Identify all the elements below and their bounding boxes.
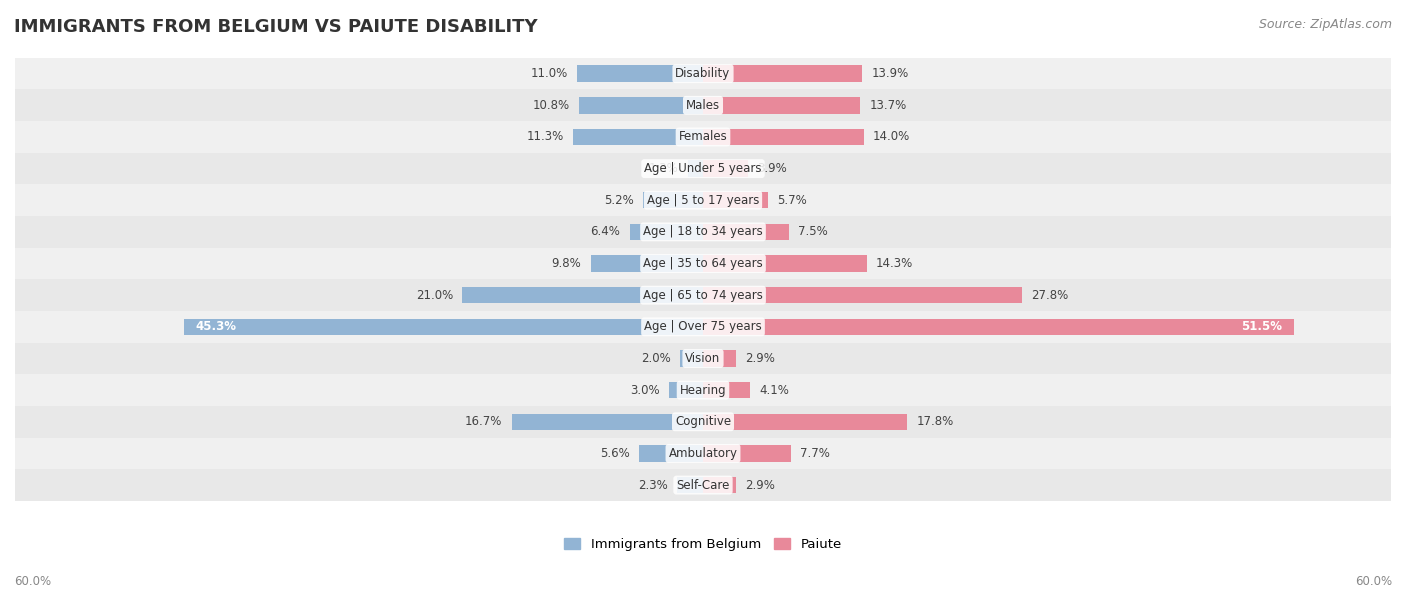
Bar bbox=[703, 350, 737, 367]
Bar bbox=[15, 375, 1391, 406]
Text: Age | 35 to 64 years: Age | 35 to 64 years bbox=[643, 257, 763, 270]
Bar bbox=[703, 129, 863, 145]
Text: Age | Over 75 years: Age | Over 75 years bbox=[644, 320, 762, 334]
Text: 10.8%: 10.8% bbox=[533, 99, 569, 112]
Legend: Immigrants from Belgium, Paiute: Immigrants from Belgium, Paiute bbox=[560, 532, 846, 556]
Bar bbox=[703, 97, 860, 114]
Text: 21.0%: 21.0% bbox=[416, 289, 453, 302]
Bar bbox=[676, 477, 703, 493]
Text: Vision: Vision bbox=[685, 352, 721, 365]
Text: 16.7%: 16.7% bbox=[465, 416, 502, 428]
Bar bbox=[703, 445, 792, 461]
Bar bbox=[15, 248, 1391, 279]
Text: 2.9%: 2.9% bbox=[745, 479, 775, 491]
Bar bbox=[669, 382, 703, 398]
Bar bbox=[703, 65, 862, 82]
Text: 5.6%: 5.6% bbox=[600, 447, 630, 460]
Text: 45.3%: 45.3% bbox=[195, 320, 236, 334]
Text: 7.7%: 7.7% bbox=[800, 447, 831, 460]
Text: Females: Females bbox=[679, 130, 727, 143]
Bar bbox=[703, 287, 1022, 304]
Bar bbox=[15, 311, 1391, 343]
Bar bbox=[576, 65, 703, 82]
Text: Cognitive: Cognitive bbox=[675, 416, 731, 428]
Text: Males: Males bbox=[686, 99, 720, 112]
Text: 14.3%: 14.3% bbox=[876, 257, 914, 270]
Bar bbox=[703, 414, 907, 430]
Text: 60.0%: 60.0% bbox=[1355, 575, 1392, 588]
Text: 5.2%: 5.2% bbox=[605, 194, 634, 207]
Bar bbox=[574, 129, 703, 145]
Text: 14.0%: 14.0% bbox=[873, 130, 910, 143]
Bar bbox=[15, 343, 1391, 375]
Text: Disability: Disability bbox=[675, 67, 731, 80]
Text: 1.3%: 1.3% bbox=[650, 162, 679, 175]
Text: 11.0%: 11.0% bbox=[530, 67, 568, 80]
Text: 2.0%: 2.0% bbox=[641, 352, 671, 365]
Bar bbox=[15, 58, 1391, 89]
Text: Age | Under 5 years: Age | Under 5 years bbox=[644, 162, 762, 175]
Bar bbox=[630, 223, 703, 240]
Bar bbox=[591, 255, 703, 272]
Bar bbox=[703, 477, 737, 493]
Text: 17.8%: 17.8% bbox=[917, 416, 953, 428]
Bar bbox=[184, 319, 703, 335]
Bar bbox=[638, 445, 703, 461]
Text: 4.1%: 4.1% bbox=[759, 384, 789, 397]
Text: 60.0%: 60.0% bbox=[14, 575, 51, 588]
Text: 2.3%: 2.3% bbox=[638, 479, 668, 491]
Text: Source: ZipAtlas.com: Source: ZipAtlas.com bbox=[1258, 18, 1392, 31]
Bar bbox=[703, 223, 789, 240]
Bar bbox=[15, 153, 1391, 184]
Bar bbox=[703, 382, 749, 398]
Bar bbox=[15, 216, 1391, 248]
Bar bbox=[15, 406, 1391, 438]
Bar bbox=[15, 184, 1391, 216]
Text: 13.9%: 13.9% bbox=[872, 67, 908, 80]
Text: IMMIGRANTS FROM BELGIUM VS PAIUTE DISABILITY: IMMIGRANTS FROM BELGIUM VS PAIUTE DISABI… bbox=[14, 18, 537, 36]
Bar bbox=[512, 414, 703, 430]
Bar bbox=[688, 160, 703, 177]
Text: 27.8%: 27.8% bbox=[1031, 289, 1069, 302]
Text: 9.8%: 9.8% bbox=[551, 257, 582, 270]
Bar bbox=[681, 350, 703, 367]
Text: Age | 18 to 34 years: Age | 18 to 34 years bbox=[643, 225, 763, 239]
Text: 2.9%: 2.9% bbox=[745, 352, 775, 365]
Bar bbox=[644, 192, 703, 209]
Bar bbox=[463, 287, 703, 304]
Text: Ambulatory: Ambulatory bbox=[668, 447, 738, 460]
Bar bbox=[703, 255, 868, 272]
Bar bbox=[15, 469, 1391, 501]
Bar bbox=[15, 279, 1391, 311]
Bar bbox=[15, 89, 1391, 121]
Bar bbox=[703, 192, 768, 209]
Text: Hearing: Hearing bbox=[679, 384, 727, 397]
Text: 11.3%: 11.3% bbox=[527, 130, 564, 143]
Bar bbox=[703, 160, 748, 177]
Text: 6.4%: 6.4% bbox=[591, 225, 620, 239]
Bar bbox=[703, 319, 1294, 335]
Text: 13.7%: 13.7% bbox=[869, 99, 907, 112]
Text: 3.0%: 3.0% bbox=[630, 384, 659, 397]
Text: 51.5%: 51.5% bbox=[1241, 320, 1282, 334]
Bar bbox=[579, 97, 703, 114]
Bar bbox=[15, 121, 1391, 153]
Text: 5.7%: 5.7% bbox=[778, 194, 807, 207]
Text: Age | 65 to 74 years: Age | 65 to 74 years bbox=[643, 289, 763, 302]
Text: 7.5%: 7.5% bbox=[799, 225, 828, 239]
Text: Self-Care: Self-Care bbox=[676, 479, 730, 491]
Bar bbox=[15, 438, 1391, 469]
Text: Age | 5 to 17 years: Age | 5 to 17 years bbox=[647, 194, 759, 207]
Text: 3.9%: 3.9% bbox=[756, 162, 786, 175]
